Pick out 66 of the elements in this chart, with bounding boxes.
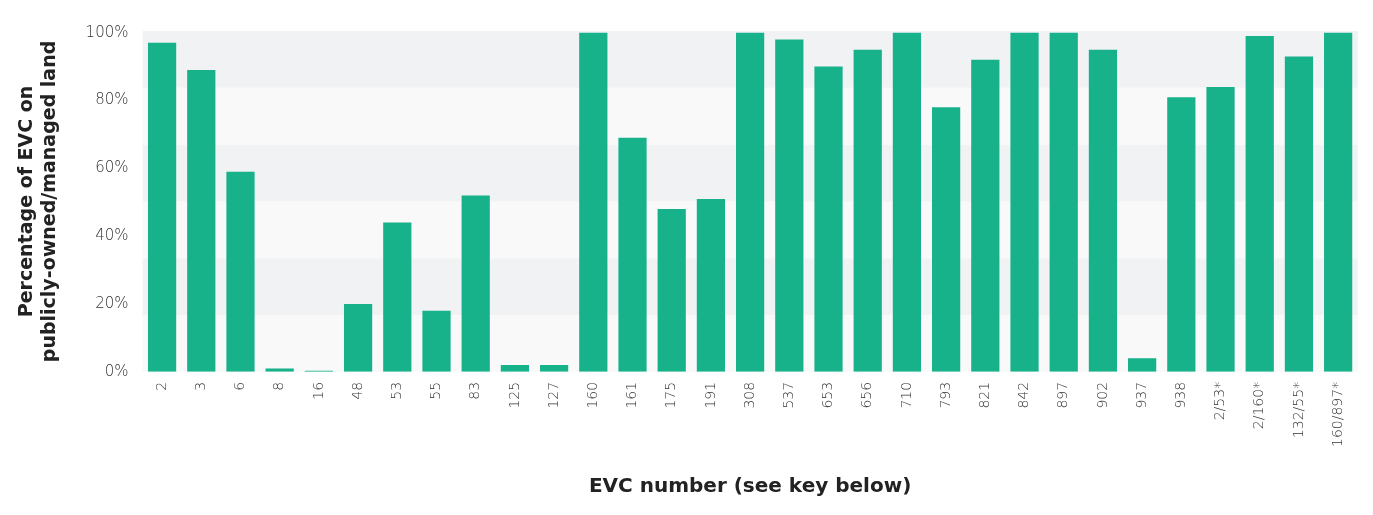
- x-tick-label: 842: [1015, 381, 1032, 409]
- x-tick-label: 160/897*: [1328, 381, 1345, 448]
- x-tick-label: 2: [152, 381, 169, 391]
- x-tick-label: 710: [897, 381, 914, 409]
- x-tick-label: 897: [1054, 381, 1071, 409]
- x-tick-label: 308: [740, 381, 757, 409]
- y-tick-label: 40%: [95, 226, 129, 245]
- x-tick-label: 656: [858, 381, 875, 409]
- bar: [736, 32, 765, 372]
- bar: [1167, 97, 1196, 372]
- x-tick-label: 937: [1132, 381, 1149, 409]
- bar: [657, 209, 686, 372]
- bar: [892, 32, 922, 372]
- y-axis-title: Percentage of EVC on publicly-owned/managed land: [14, 40, 60, 363]
- x-axis-title: EVC number (see key below): [588, 473, 912, 498]
- bar: [422, 310, 451, 372]
- x-tick-label: 160: [583, 381, 600, 409]
- bar: [1284, 56, 1314, 372]
- x-tick-label: 132/55*: [1289, 381, 1306, 439]
- x-tick-label: 83: [466, 381, 483, 400]
- bar: [147, 42, 177, 372]
- bar: [1049, 32, 1078, 372]
- y-tick-label: 60%: [95, 158, 129, 177]
- x-tick-label: 938: [1171, 381, 1188, 409]
- x-tick-label: 125: [505, 381, 522, 409]
- x-tick-label: 821: [975, 381, 992, 409]
- bar: [853, 49, 882, 372]
- x-tick-label: 16: [309, 381, 326, 400]
- x-tick-label: 2/160*: [1250, 381, 1267, 430]
- x-tick-label: 8: [270, 381, 287, 391]
- x-tick-label: 55: [427, 381, 444, 400]
- bar: [618, 137, 647, 372]
- bar: [383, 222, 412, 372]
- bar: [226, 171, 255, 372]
- bar: [814, 66, 843, 372]
- x-tick-label: 175: [662, 381, 679, 409]
- x-tick-label: 537: [779, 381, 796, 409]
- bar: [187, 70, 216, 372]
- y-tick-label: 100%: [85, 22, 129, 41]
- bar: [579, 32, 608, 372]
- x-tick-label: 793: [936, 381, 953, 409]
- bar: [1010, 32, 1039, 372]
- x-tick-label: 3: [191, 381, 208, 391]
- bar: [775, 39, 804, 372]
- x-tick-label: 48: [348, 381, 365, 400]
- x-tick-label: 2/53*: [1211, 381, 1228, 421]
- bar: [1245, 36, 1274, 372]
- bar: [932, 107, 961, 372]
- bar: [696, 198, 726, 372]
- x-tick-label: 902: [1093, 381, 1110, 409]
- y-tick-label: 80%: [95, 90, 129, 109]
- bar: [1206, 86, 1235, 372]
- bar: [1088, 49, 1118, 372]
- x-tick-label: 191: [701, 381, 718, 409]
- bar: [343, 304, 373, 372]
- x-tick-label: 127: [544, 381, 561, 409]
- bar: [1128, 358, 1157, 372]
- bar: [971, 59, 1000, 372]
- x-tick-label: 53: [387, 381, 404, 400]
- x-tick-label: 161: [623, 381, 640, 409]
- bar: [461, 195, 490, 372]
- x-tick-label: 6: [231, 381, 248, 391]
- y-tick-label: 20%: [95, 293, 129, 312]
- x-tick-label: 653: [819, 381, 836, 409]
- y-tick-label: 0%: [104, 361, 129, 380]
- bar: [1324, 32, 1353, 372]
